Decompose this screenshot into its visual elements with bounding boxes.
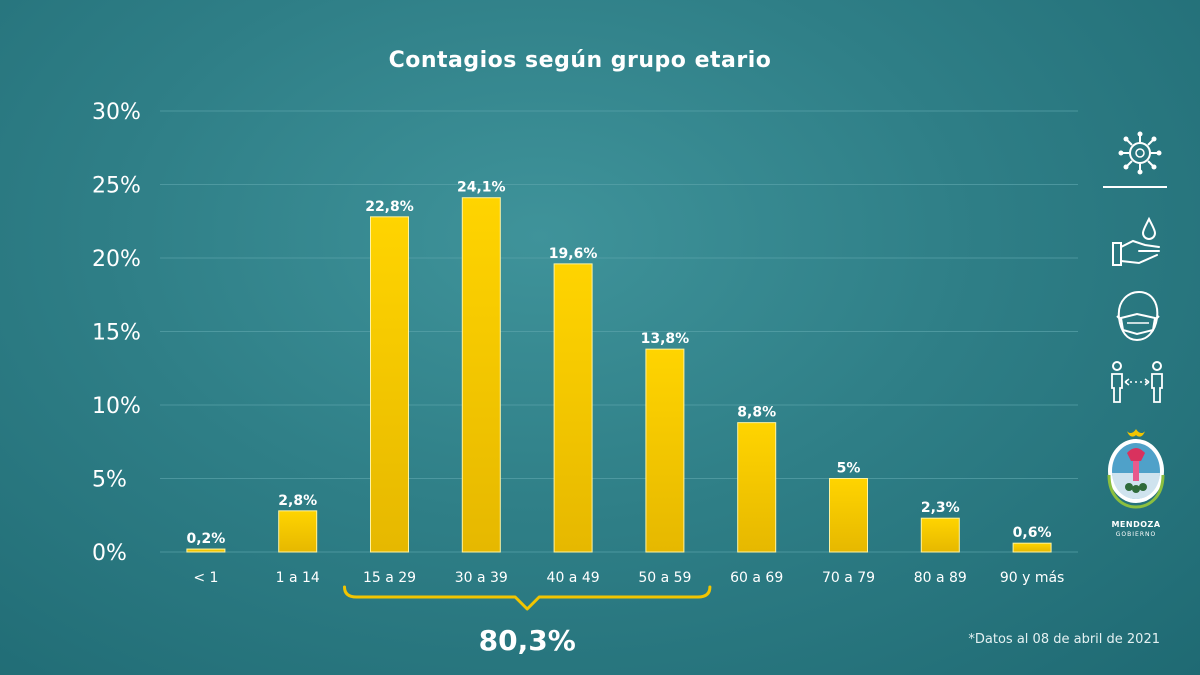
sidebar: MENDOZA GOBIERNO (1095, 120, 1175, 560)
y-tick-label: 25% (92, 174, 141, 199)
bar (553, 263, 593, 553)
bar (645, 348, 685, 553)
bar (920, 517, 960, 553)
bar (278, 510, 318, 553)
y-tick-label: 10% (92, 394, 141, 419)
bar-value-label: 5% (837, 461, 861, 477)
logo-text-line2: GOBIERNO (1115, 531, 1157, 538)
bar (370, 216, 409, 553)
logo-text-line1: MENDOZA (1111, 520, 1161, 529)
x-tick-label: 30 a 39 (455, 570, 508, 586)
bar-value-label: 0,6% (1013, 525, 1052, 541)
bar-value-label: 2,3% (921, 500, 960, 516)
y-tick-label: 15% (92, 321, 141, 346)
chart-title: Contagios según grupo etario (388, 48, 772, 73)
y-tick-label: 20% (92, 247, 141, 272)
bar (737, 422, 777, 553)
x-tick-label: 40 a 49 (547, 570, 600, 586)
bracket-total-label: 80,3% (479, 624, 576, 657)
bar (461, 197, 501, 553)
x-tick-label: 50 a 59 (638, 570, 691, 586)
bar (1012, 542, 1052, 553)
bar-value-label: 13,8% (641, 331, 690, 347)
bracket-annotation (343, 585, 712, 611)
bar-value-label: 0,2% (186, 531, 225, 547)
face-mask-icon (1116, 290, 1160, 342)
x-tick-label: 80 a 89 (914, 570, 967, 586)
y-tick-label: 5% (92, 468, 127, 493)
bar (829, 478, 868, 553)
sidebar-divider (1103, 186, 1167, 188)
x-tick-label: 1 a 14 (276, 570, 320, 586)
bar-value-label: 19,6% (549, 246, 598, 262)
x-tick-label: 70 a 79 (822, 570, 875, 586)
social-distance-icon (1111, 361, 1163, 403)
x-tick-label: 90 y más (1000, 570, 1065, 586)
y-tick-label: 0% (92, 541, 127, 566)
footnote: *Datos al 08 de abril de 2021 (968, 632, 1160, 647)
y-tick-label: 30% (92, 100, 141, 125)
bar-value-label: 24,1% (457, 180, 506, 196)
virus-icon (1118, 131, 1162, 175)
bar-value-label: 8,8% (737, 405, 776, 421)
x-tick-label: < 1 (193, 570, 218, 586)
bar (186, 548, 226, 553)
bar-chart: 0% 5% 10% 15% 20% 25% 30% 0,2% 2,8% 22,8% 24,1% 19… (92, 100, 1078, 657)
hand-washing-icon (1112, 216, 1160, 266)
bar-value-label: 2,8% (278, 493, 317, 509)
bar-value-label: 22,8% (365, 199, 414, 215)
mendoza-emblem-icon (1107, 429, 1165, 509)
x-tick-label: 60 a 69 (730, 570, 783, 586)
x-tick-label: 15 a 29 (363, 570, 416, 586)
